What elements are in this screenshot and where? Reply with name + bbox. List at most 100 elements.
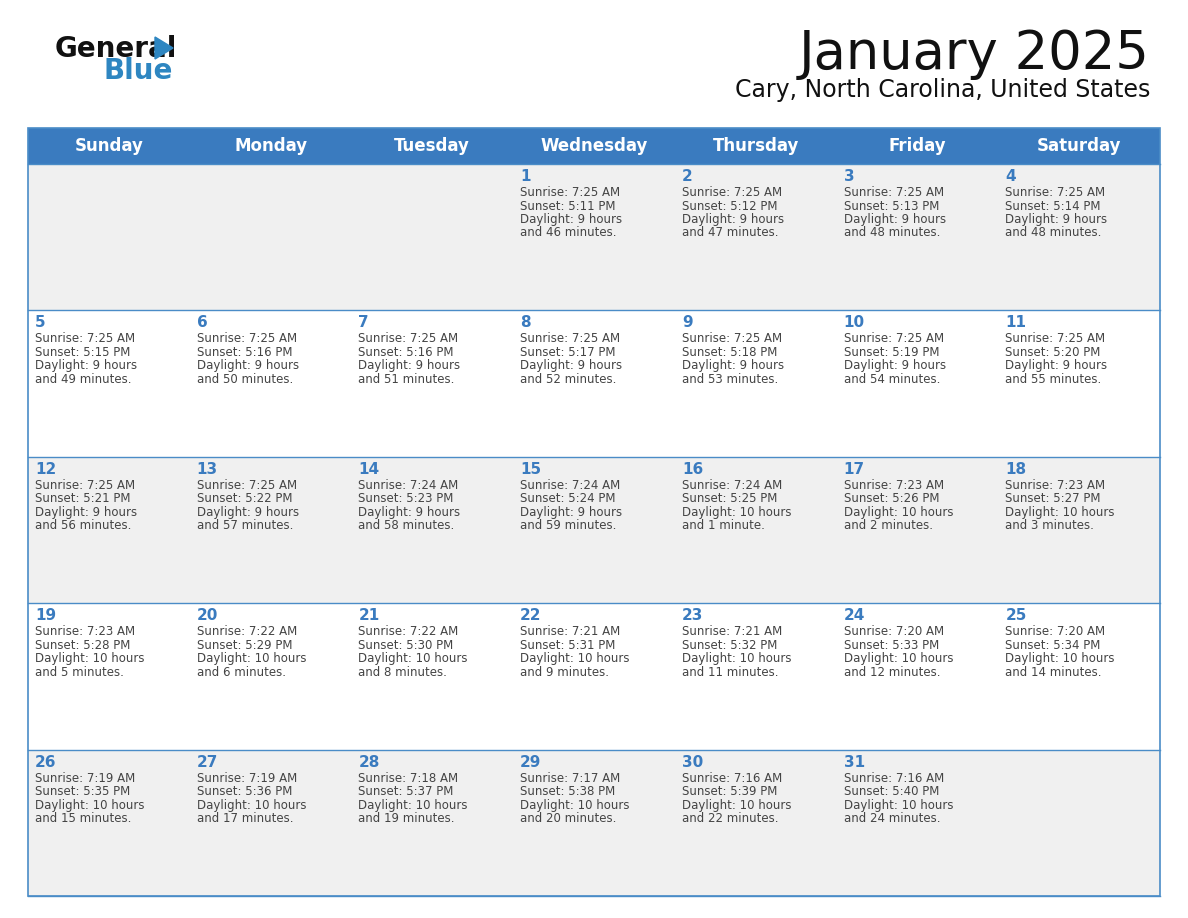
Text: Sunrise: 7:23 AM: Sunrise: 7:23 AM	[1005, 479, 1105, 492]
Text: Daylight: 10 hours: Daylight: 10 hours	[1005, 506, 1114, 519]
Text: and 24 minutes.: and 24 minutes.	[843, 812, 940, 825]
Text: Sunrise: 7:25 AM: Sunrise: 7:25 AM	[682, 186, 782, 199]
Text: Sunset: 5:28 PM: Sunset: 5:28 PM	[34, 639, 131, 652]
Text: and 59 minutes.: and 59 minutes.	[520, 520, 617, 532]
Text: 31: 31	[843, 755, 865, 769]
Text: 23: 23	[682, 609, 703, 623]
Text: Sunrise: 7:24 AM: Sunrise: 7:24 AM	[682, 479, 782, 492]
Text: Sunset: 5:27 PM: Sunset: 5:27 PM	[1005, 492, 1101, 505]
Bar	[29, 164, 1159, 310]
Text: Daylight: 9 hours: Daylight: 9 hours	[520, 360, 623, 373]
Text: 4: 4	[1005, 169, 1016, 184]
Text: Sunset: 5:33 PM: Sunset: 5:33 PM	[843, 639, 939, 652]
Text: Sunrise: 7:21 AM: Sunrise: 7:21 AM	[682, 625, 782, 638]
Text: Daylight: 10 hours: Daylight: 10 hours	[520, 799, 630, 812]
Text: Sunset: 5:14 PM: Sunset: 5:14 PM	[1005, 199, 1101, 212]
Text: Daylight: 10 hours: Daylight: 10 hours	[843, 652, 953, 666]
Text: Sunset: 5:23 PM: Sunset: 5:23 PM	[359, 492, 454, 505]
Text: and 48 minutes.: and 48 minutes.	[1005, 227, 1101, 240]
Text: Daylight: 10 hours: Daylight: 10 hours	[34, 652, 145, 666]
Text: Daylight: 9 hours: Daylight: 9 hours	[34, 506, 137, 519]
Text: and 56 minutes.: and 56 minutes.	[34, 520, 132, 532]
Text: Daylight: 9 hours: Daylight: 9 hours	[682, 360, 784, 373]
Text: and 54 minutes.: and 54 minutes.	[843, 373, 940, 386]
Text: Sunrise: 7:25 AM: Sunrise: 7:25 AM	[843, 186, 943, 199]
Text: Sunset: 5:11 PM: Sunset: 5:11 PM	[520, 199, 615, 212]
Text: and 9 minutes.: and 9 minutes.	[520, 666, 609, 678]
Text: and 15 minutes.: and 15 minutes.	[34, 812, 132, 825]
Text: Daylight: 10 hours: Daylight: 10 hours	[359, 652, 468, 666]
Text: Sunrise: 7:22 AM: Sunrise: 7:22 AM	[359, 625, 459, 638]
Text: Daylight: 10 hours: Daylight: 10 hours	[682, 652, 791, 666]
Text: 22: 22	[520, 609, 542, 623]
Text: Sunrise: 7:25 AM: Sunrise: 7:25 AM	[359, 332, 459, 345]
Text: Sunrise: 7:24 AM: Sunrise: 7:24 AM	[359, 479, 459, 492]
Text: Sunset: 5:36 PM: Sunset: 5:36 PM	[197, 785, 292, 798]
Text: Daylight: 10 hours: Daylight: 10 hours	[1005, 652, 1114, 666]
Text: Blue: Blue	[103, 57, 172, 85]
Text: Sunset: 5:22 PM: Sunset: 5:22 PM	[197, 492, 292, 505]
Text: and 50 minutes.: and 50 minutes.	[197, 373, 293, 386]
Text: 11: 11	[1005, 316, 1026, 330]
Text: and 51 minutes.: and 51 minutes.	[359, 373, 455, 386]
Text: and 19 minutes.: and 19 minutes.	[359, 812, 455, 825]
Text: Sunset: 5:31 PM: Sunset: 5:31 PM	[520, 639, 615, 652]
Text: Daylight: 10 hours: Daylight: 10 hours	[682, 506, 791, 519]
Text: Sunset: 5:20 PM: Sunset: 5:20 PM	[1005, 346, 1100, 359]
Text: 17: 17	[843, 462, 865, 476]
Text: and 47 minutes.: and 47 minutes.	[682, 227, 778, 240]
Text: Tuesday: Tuesday	[394, 137, 470, 155]
Text: Sunrise: 7:25 AM: Sunrise: 7:25 AM	[843, 332, 943, 345]
Text: and 11 minutes.: and 11 minutes.	[682, 666, 778, 678]
Text: Daylight: 9 hours: Daylight: 9 hours	[843, 360, 946, 373]
Text: 18: 18	[1005, 462, 1026, 476]
Text: Sunset: 5:21 PM: Sunset: 5:21 PM	[34, 492, 131, 505]
Text: Monday: Monday	[234, 137, 308, 155]
Text: Sunset: 5:35 PM: Sunset: 5:35 PM	[34, 785, 131, 798]
Text: Sunset: 5:32 PM: Sunset: 5:32 PM	[682, 639, 777, 652]
Text: Sunrise: 7:19 AM: Sunrise: 7:19 AM	[197, 772, 297, 785]
Text: Sunset: 5:30 PM: Sunset: 5:30 PM	[359, 639, 454, 652]
Text: and 52 minutes.: and 52 minutes.	[520, 373, 617, 386]
Polygon shape	[154, 37, 173, 59]
Text: Sunrise: 7:25 AM: Sunrise: 7:25 AM	[34, 479, 135, 492]
Text: Daylight: 10 hours: Daylight: 10 hours	[197, 652, 307, 666]
Text: Sunrise: 7:25 AM: Sunrise: 7:25 AM	[1005, 186, 1105, 199]
Text: Sunrise: 7:17 AM: Sunrise: 7:17 AM	[520, 772, 620, 785]
Text: Daylight: 9 hours: Daylight: 9 hours	[520, 213, 623, 226]
Text: Friday: Friday	[889, 137, 946, 155]
Text: and 6 minutes.: and 6 minutes.	[197, 666, 286, 678]
Text: and 17 minutes.: and 17 minutes.	[197, 812, 293, 825]
Text: Daylight: 9 hours: Daylight: 9 hours	[1005, 213, 1107, 226]
Text: Daylight: 10 hours: Daylight: 10 hours	[843, 506, 953, 519]
Text: Daylight: 10 hours: Daylight: 10 hours	[34, 799, 145, 812]
Bar	[29, 128, 1159, 164]
Text: 2: 2	[682, 169, 693, 184]
Text: and 2 minutes.: and 2 minutes.	[843, 520, 933, 532]
Text: Sunrise: 7:16 AM: Sunrise: 7:16 AM	[682, 772, 782, 785]
Text: Sunset: 5:29 PM: Sunset: 5:29 PM	[197, 639, 292, 652]
Text: Sunrise: 7:23 AM: Sunrise: 7:23 AM	[843, 479, 943, 492]
Text: Sunset: 5:18 PM: Sunset: 5:18 PM	[682, 346, 777, 359]
Text: January 2025: January 2025	[800, 28, 1150, 80]
Bar	[29, 603, 1159, 750]
Text: General: General	[55, 35, 177, 63]
Text: 9: 9	[682, 316, 693, 330]
Text: and 5 minutes.: and 5 minutes.	[34, 666, 124, 678]
Text: 26: 26	[34, 755, 57, 769]
Text: Sunrise: 7:24 AM: Sunrise: 7:24 AM	[520, 479, 620, 492]
Text: Daylight: 9 hours: Daylight: 9 hours	[197, 360, 299, 373]
Text: 25: 25	[1005, 609, 1026, 623]
Text: and 14 minutes.: and 14 minutes.	[1005, 666, 1101, 678]
Text: 24: 24	[843, 609, 865, 623]
Text: 19: 19	[34, 609, 56, 623]
Text: 6: 6	[197, 316, 208, 330]
Text: and 46 minutes.: and 46 minutes.	[520, 227, 617, 240]
Text: and 55 minutes.: and 55 minutes.	[1005, 373, 1101, 386]
Text: Daylight: 9 hours: Daylight: 9 hours	[520, 506, 623, 519]
Text: Sunset: 5:16 PM: Sunset: 5:16 PM	[359, 346, 454, 359]
Text: Daylight: 9 hours: Daylight: 9 hours	[359, 360, 461, 373]
Text: and 49 minutes.: and 49 minutes.	[34, 373, 132, 386]
Text: Sunset: 5:13 PM: Sunset: 5:13 PM	[843, 199, 939, 212]
Text: Sunrise: 7:18 AM: Sunrise: 7:18 AM	[359, 772, 459, 785]
